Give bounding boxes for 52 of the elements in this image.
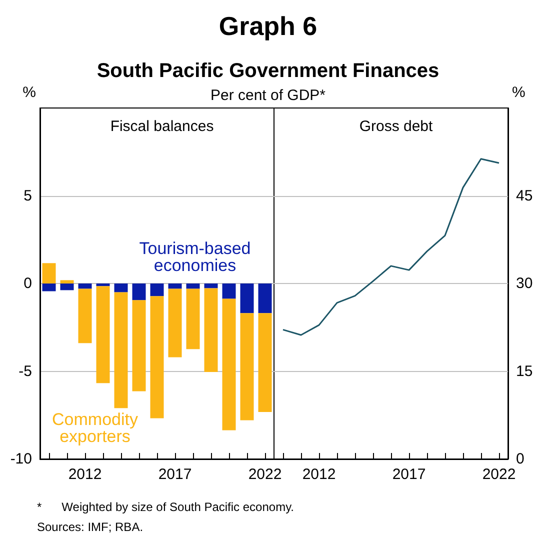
line-series [282, 158, 500, 336]
x-tick-label: 2012 [68, 466, 102, 483]
text: Gross debt [359, 118, 434, 135]
y-tick-label: -10 [10, 450, 32, 468]
y-tick-label: 0 [516, 450, 524, 468]
bar [60, 280, 74, 284]
y-tick-label: 15 [516, 362, 533, 380]
bar [132, 300, 146, 392]
bar [204, 284, 218, 288]
y-axis-title: % [512, 84, 526, 101]
series-label: Tourism-based economies [139, 239, 251, 275]
bar [240, 313, 254, 420]
bar [42, 263, 56, 284]
source-note: Sources: IMF; RBA. [37, 520, 144, 533]
caption: Graph 6 [218, 11, 318, 41]
bar [168, 284, 182, 289]
bar [150, 296, 164, 418]
y-axis-title: % [22, 84, 36, 101]
bar [150, 284, 164, 296]
bar [114, 292, 128, 408]
bar [132, 284, 146, 300]
bar [258, 313, 272, 412]
bar [78, 288, 92, 344]
bar [240, 284, 254, 314]
y-tick-label: 0 [24, 275, 32, 292]
y-tick-label: -5 [18, 362, 32, 380]
series-label: Commodity exporters [52, 410, 138, 446]
x-tick-label: 2022 [248, 466, 282, 483]
y-tick-label: 30 [516, 275, 533, 292]
bar [168, 288, 182, 358]
bar [222, 298, 236, 430]
text: Fiscal balances [110, 118, 214, 135]
bar [96, 286, 110, 384]
bar [96, 284, 110, 286]
x-tick-label: 2012 [302, 466, 336, 483]
bar [186, 284, 200, 289]
bar [42, 284, 56, 292]
x-tick-label: 2017 [158, 466, 192, 483]
bar [258, 284, 272, 314]
bar [186, 288, 200, 350]
bar [204, 288, 218, 372]
x-tick-label: 2017 [392, 466, 426, 483]
bar [78, 284, 92, 289]
y-tick-label: 45 [516, 187, 533, 204]
text: * Weighted by size of South Pacific economy. [37, 500, 294, 514]
text: Per cent of GDP* [210, 87, 326, 104]
bar [114, 284, 128, 292]
bar [222, 284, 236, 299]
text: South Pacific Government Finances [96, 60, 440, 82]
x-tick-label: 2022 [482, 466, 516, 483]
y-tick-label: 5 [24, 187, 32, 204]
bar [60, 284, 74, 290]
